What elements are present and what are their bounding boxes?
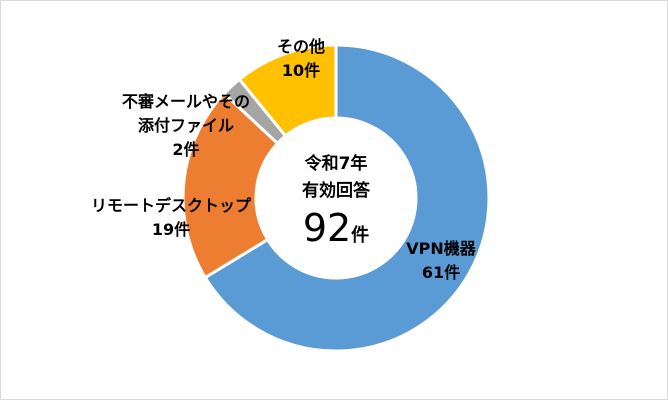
center-total: 92件 xyxy=(276,205,396,259)
label-name: リモートデスクトップ xyxy=(90,196,251,215)
data-label-suspicious-mail: 不審メールやその 添付ファイル 2件 xyxy=(96,90,276,162)
label-name-line2: 添付ファイル xyxy=(137,116,234,135)
label-name: その他 xyxy=(276,37,325,56)
center-label: 令和7年 有効回答 92件 xyxy=(276,151,396,259)
center-total-value: 92 xyxy=(302,206,352,250)
label-name: VPN機器 xyxy=(406,239,476,258)
data-label-vpn: VPN機器 61件 xyxy=(386,237,496,285)
label-value: 19件 xyxy=(151,220,191,239)
slice-vpn xyxy=(203,43,491,353)
slice-other xyxy=(237,43,338,139)
data-label-remote-desktop: リモートデスクトップ 19件 xyxy=(71,194,271,242)
center-line2: 有効回答 xyxy=(302,181,370,201)
label-name-line1: 不審メールやその xyxy=(121,92,250,111)
label-value: 61件 xyxy=(421,263,461,282)
data-label-other: その他 10件 xyxy=(251,35,351,83)
slice-remote-desktop xyxy=(181,91,280,280)
label-value: 2件 xyxy=(172,140,200,159)
label-value: 10件 xyxy=(281,61,321,80)
center-line1: 令和7年 xyxy=(304,154,368,174)
center-total-unit: 件 xyxy=(351,225,370,246)
